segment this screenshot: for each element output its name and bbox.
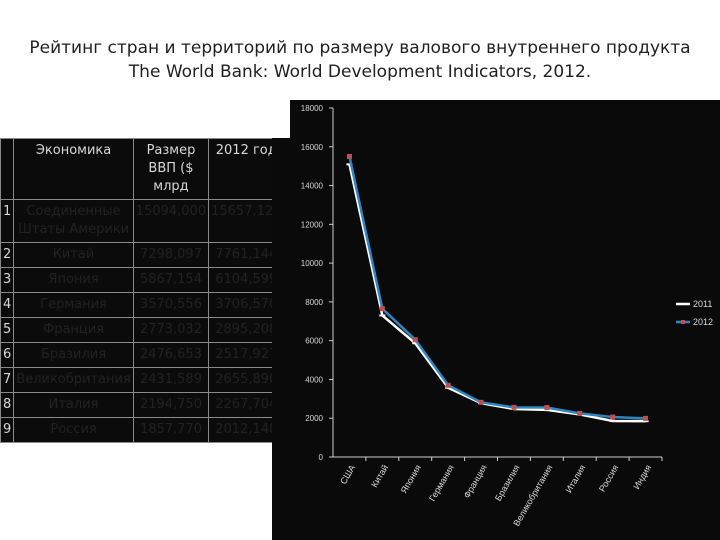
row-2012: 15657,121 (208, 199, 285, 243)
x-tick-label: Индия (631, 463, 653, 491)
chart-title-line1: Рейтинг стран и территорий по размеру ва… (29, 38, 691, 58)
table-header-row: Экономика Размер ВВП ($ млрд 2012 год (0, 138, 285, 200)
row-num: 3 (0, 267, 15, 293)
row-country: Россия (13, 417, 134, 443)
chart-title-line2: The World Bank: World Development Indica… (128, 62, 592, 82)
table-header-gdp: Размер ВВП ($ млрд (132, 138, 210, 200)
x-tick-label: Япония (399, 463, 423, 495)
table-row: 9 Россия 1857,770 2012,148 (0, 417, 285, 443)
legend-label: 2012 (693, 317, 713, 327)
series-point (511, 404, 517, 410)
table-row: 4 Германия 3570,556 3706,570 (0, 292, 285, 318)
x-tick-label: Россия (597, 463, 620, 494)
table-row: 6 Бразилия 2476,653 2517,927 (0, 342, 285, 368)
row-num: 9 (0, 417, 15, 443)
series-point (643, 415, 649, 421)
y-tick-label: 10000 (301, 259, 324, 268)
row-2011: 2773,032 (132, 317, 210, 343)
y-tick-label: 12000 (301, 220, 324, 229)
row-2012: 7761,144 (208, 242, 285, 268)
series-point (577, 410, 583, 416)
row-2011: 1857,770 (132, 417, 210, 443)
x-tick-label: Франция (462, 463, 489, 500)
legend-label: 2011 (693, 299, 712, 309)
row-country: Китай (13, 242, 134, 268)
series-point (412, 337, 418, 343)
y-tick-label: 18000 (301, 104, 324, 113)
series-point (610, 414, 616, 420)
row-2011: 2431,589 (132, 367, 210, 393)
y-tick-label: 6000 (305, 337, 323, 346)
y-tick-label: 8000 (305, 298, 323, 307)
row-2012: 3706,570 (208, 292, 285, 318)
x-tick-label: Италия (563, 463, 587, 495)
x-tick-label: Китай (369, 463, 390, 489)
table-gap (272, 138, 290, 540)
row-2012: 2012,148 (208, 417, 285, 443)
x-tick-label: Германия (427, 463, 456, 503)
table-row: 7 Великобритания 2431,589 2655,890 (0, 367, 285, 393)
table-header-2012: 2012 год (208, 138, 285, 200)
row-country: Великобритания (13, 367, 134, 393)
row-2011: 7298,097 (132, 242, 210, 268)
series-point (445, 382, 451, 388)
y-tick-label: 16000 (301, 143, 324, 152)
legend-marker (681, 320, 685, 324)
row-country: Италия (13, 392, 134, 418)
table-header-country: Экономика (13, 138, 134, 200)
x-tick-label: Бразилия (493, 463, 522, 503)
row-2011: 2476,653 (132, 342, 210, 368)
row-country: Япония (13, 267, 134, 293)
row-num: 6 (0, 342, 15, 368)
row-2012: 2267,704 (208, 392, 285, 418)
row-2011: 2194,750 (132, 392, 210, 418)
table-row: 5 Франция 2773,032 2895,208 (0, 317, 285, 343)
y-tick-label: 2000 (305, 414, 323, 423)
row-2012: 2517,927 (208, 342, 285, 368)
table-row: 2 Китай 7298,097 7761,144 (0, 242, 285, 268)
series-point (379, 306, 385, 312)
row-2012: 2655,890 (208, 367, 285, 393)
series-point (346, 153, 352, 159)
row-2012: 2895,208 (208, 317, 285, 343)
table-row: 3 Япония 5867,154 6104,599 (0, 267, 285, 293)
x-tick-label: США (338, 463, 357, 486)
y-tick-label: 14000 (301, 182, 324, 191)
y-tick-label: 0 (319, 453, 324, 462)
series-line-2012 (348, 156, 646, 420)
series-line-2011 (348, 164, 646, 423)
gdp-table: Экономика Размер ВВП ($ млрд 2012 год 1 … (0, 138, 285, 443)
table-row: 8 Италия 2194,750 2267,704 (0, 392, 285, 418)
series-point (478, 399, 484, 405)
row-2012: 6104,599 (208, 267, 285, 293)
row-country: Франция (13, 317, 134, 343)
y-tick-label: 4000 (305, 375, 323, 384)
plot-background (290, 100, 720, 540)
series-point (544, 405, 550, 411)
row-2011: 15094,000 (132, 199, 210, 243)
